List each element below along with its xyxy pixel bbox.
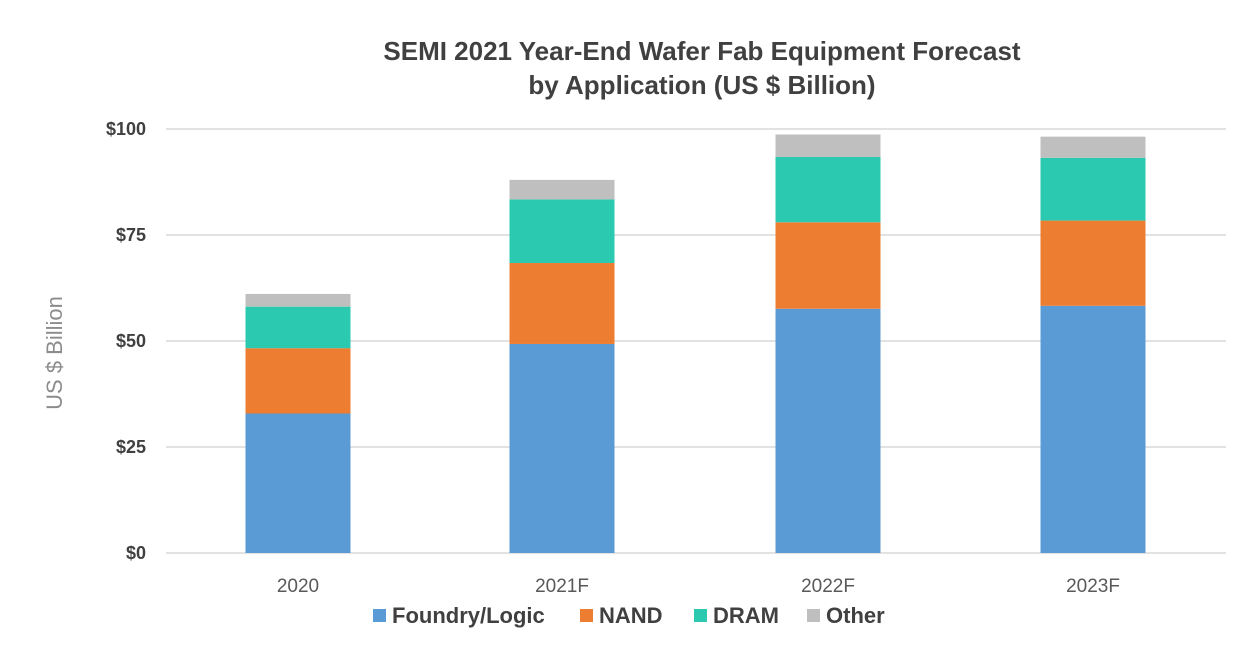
bar-2021f-nand — [509, 262, 615, 344]
x-axis-ticks: 2020 2021F 2022F 2023F — [277, 576, 1120, 597]
legend-swatch-other — [807, 609, 820, 622]
y-tick-label-100: $100 — [106, 119, 146, 139]
bar-2021f-foundry-logic — [509, 343, 615, 553]
legend-swatch-dram — [694, 609, 707, 622]
bar-2022f-dram — [775, 156, 881, 223]
bar-2022f-nand — [775, 222, 881, 309]
bar-2023f-foundry-logic — [1040, 305, 1146, 553]
legend-label-other: Other — [826, 603, 885, 628]
bar-2022f-other — [775, 134, 881, 157]
chart-title: SEMI 2021 Year-End Wafer Fab Equipment F… — [383, 36, 1021, 66]
x-tick-label-2020: 2020 — [277, 576, 319, 597]
bar-2021f-other — [509, 179, 615, 200]
bar-2020-foundry-logic — [245, 413, 351, 553]
y-tick-label-50: $50 — [116, 331, 146, 351]
legend-label-dram: DRAM — [713, 603, 779, 628]
bar-2021f-dram — [509, 199, 615, 263]
bar-2023f-nand — [1040, 220, 1146, 306]
legend-swatch-foundry-logic — [373, 609, 386, 622]
legend-swatch-nand — [580, 609, 593, 622]
y-axis-ticks: $0 $25 $50 $75 $100 — [106, 119, 146, 563]
x-tick-label-2022f: 2022F — [801, 576, 855, 597]
legend-label-foundry-logic: Foundry/Logic — [392, 603, 545, 628]
bar-2020-dram — [245, 306, 351, 349]
chart-subtitle: by Application (US $ Billion) — [528, 70, 875, 100]
bar-2023f-other — [1040, 136, 1146, 158]
y-tick-label-25: $25 — [116, 437, 146, 457]
y-axis-label: US $ Billion — [42, 296, 67, 410]
bars — [245, 134, 1146, 553]
y-tick-label-0: $0 — [126, 543, 146, 563]
bar-2020-other — [245, 293, 351, 307]
legend: Foundry/Logic NAND DRAM Other — [373, 603, 885, 628]
bar-2023f-dram — [1040, 157, 1146, 221]
y-tick-label-75: $75 — [116, 225, 146, 245]
bar-2022f-foundry-logic — [775, 308, 881, 553]
legend-label-nand: NAND — [599, 603, 663, 628]
x-tick-label-2023f: 2023F — [1066, 576, 1120, 597]
bar-2020-nand — [245, 348, 351, 414]
x-tick-label-2021f: 2021F — [535, 576, 589, 597]
